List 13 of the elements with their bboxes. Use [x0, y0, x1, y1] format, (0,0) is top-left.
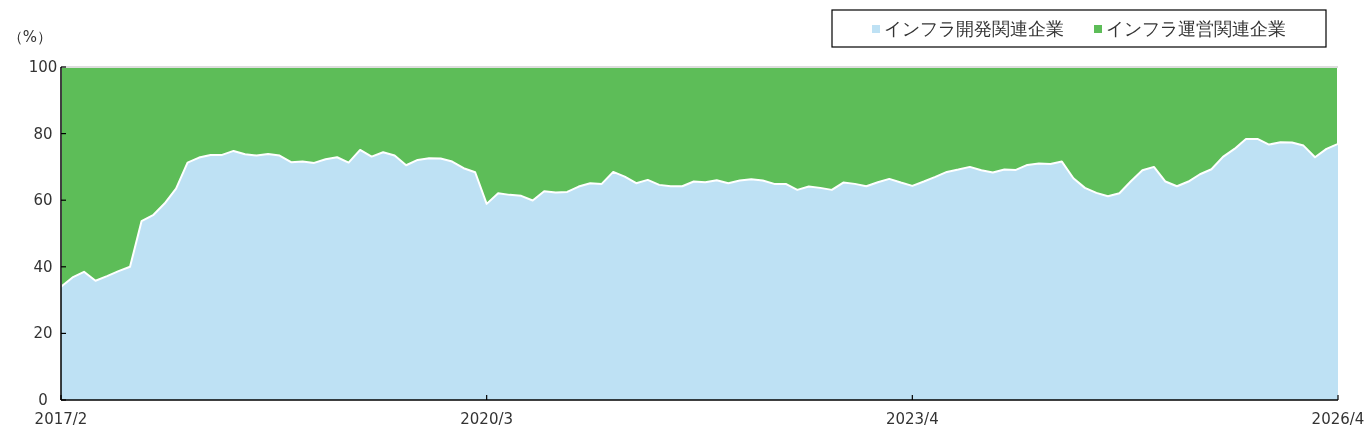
x-tick-label: 2023/4	[885, 410, 939, 428]
y-tick-label: 80	[33, 124, 53, 143]
legend-label: インフラ運営関連企業	[1106, 18, 1286, 39]
x-tick-label: 2017/2	[34, 410, 88, 428]
x-tick-label: 2026/4	[1311, 410, 1365, 428]
y-tick-label: 100	[28, 58, 58, 76]
y-axis-title: （%）	[7, 28, 53, 46]
legend-label: インフラ開発関連企業	[884, 18, 1064, 39]
x-tick-label: 2020/3	[460, 410, 514, 428]
y-tick-label: 0	[38, 391, 48, 409]
y-tick-label: 20	[33, 324, 53, 343]
y-tick-label: 60	[33, 191, 53, 210]
y-tick-label: 40	[33, 257, 53, 276]
